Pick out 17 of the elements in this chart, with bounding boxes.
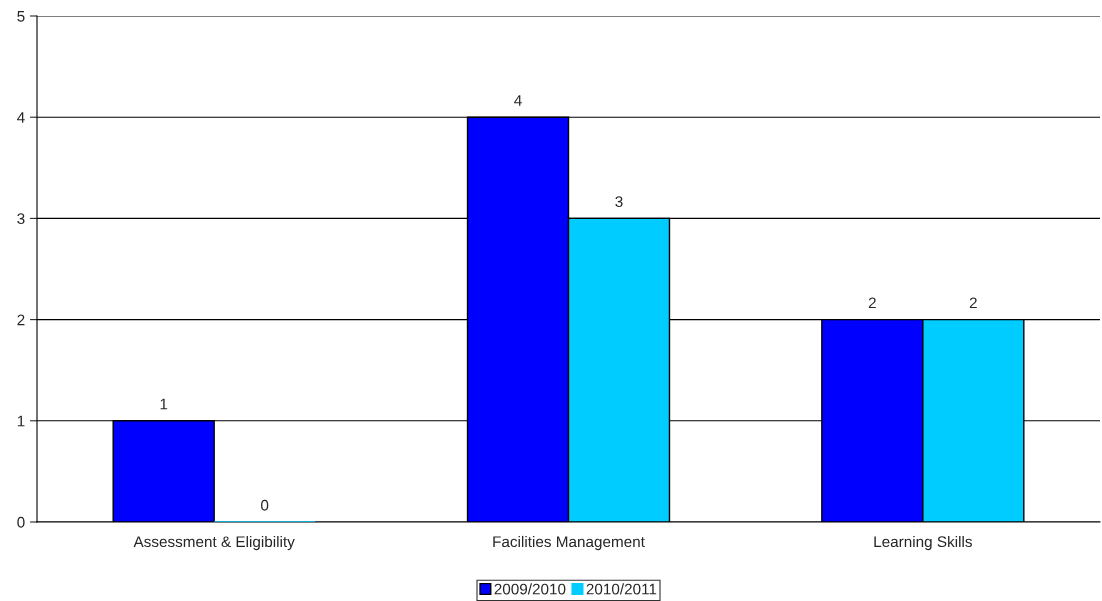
data-label: 2 — [969, 297, 977, 309]
x-tick-label: Facilities Management — [493, 535, 645, 551]
data-label: 2 — [868, 297, 876, 309]
data-label: 4 — [514, 95, 522, 106]
x-tick-label: Assessment & Eligibility — [133, 535, 295, 551]
legend-label: 2010/2011 — [586, 583, 657, 595]
x-tick-label: Learning Skills — [874, 535, 972, 551]
y-tick-label: 2 — [17, 314, 25, 326]
y-tick-label: 1 — [17, 415, 25, 427]
y-tick-label: 3 — [17, 213, 25, 225]
data-label: 1 — [160, 398, 168, 410]
y-tick-label: 4 — [17, 112, 25, 123]
data-label: 3 — [615, 196, 623, 208]
data-label: 0 — [261, 499, 269, 511]
y-tick-label: 5 — [17, 11, 25, 22]
y-tick-label: 0 — [17, 516, 25, 528]
legend-label: 2009/2010 — [494, 583, 566, 595]
